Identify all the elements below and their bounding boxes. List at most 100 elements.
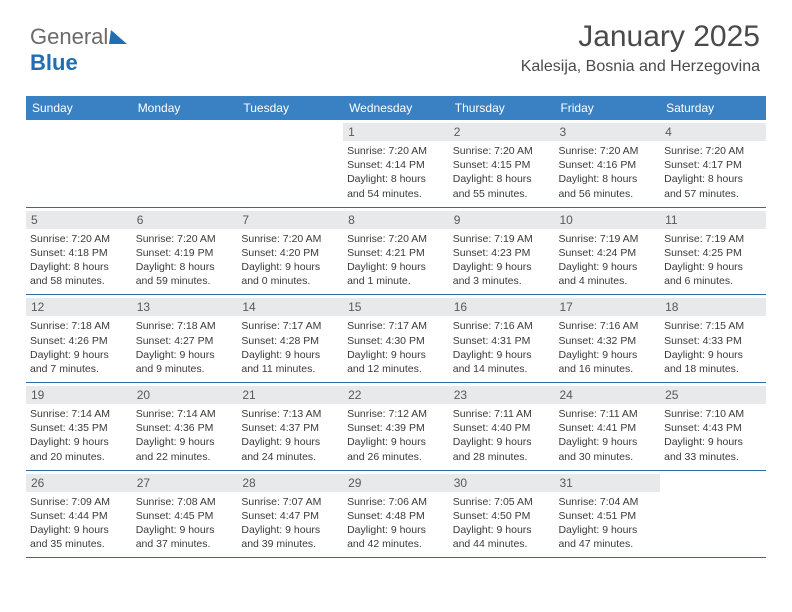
weekday-header: Thursday xyxy=(449,96,555,120)
day-cell: 18Sunrise: 7:15 AMSunset: 4:33 PMDayligh… xyxy=(660,295,766,382)
daylight-line2: and 4 minutes. xyxy=(558,274,656,288)
sunrise-text: Sunrise: 7:17 AM xyxy=(241,319,339,333)
day-cell: 26Sunrise: 7:09 AMSunset: 4:44 PMDayligh… xyxy=(26,471,132,558)
day-number: 20 xyxy=(132,386,238,404)
day-info: Sunrise: 7:20 AMSunset: 4:14 PMDaylight:… xyxy=(347,144,445,201)
weekday-header: Sunday xyxy=(26,96,132,120)
daylight-line2: and 30 minutes. xyxy=(558,450,656,464)
daylight-line2: and 47 minutes. xyxy=(558,537,656,551)
daylight-line2: and 57 minutes. xyxy=(664,187,762,201)
weekday-header-row: SundayMondayTuesdayWednesdayThursdayFrid… xyxy=(26,96,766,120)
sunrise-text: Sunrise: 7:16 AM xyxy=(453,319,551,333)
daylight-line1: Daylight: 8 hours xyxy=(136,260,234,274)
daylight-line2: and 28 minutes. xyxy=(453,450,551,464)
day-number: 29 xyxy=(343,474,449,492)
day-cell xyxy=(26,120,132,207)
day-info: Sunrise: 7:19 AMSunset: 4:23 PMDaylight:… xyxy=(453,232,551,289)
sunrise-text: Sunrise: 7:07 AM xyxy=(241,495,339,509)
day-number: 14 xyxy=(237,298,343,316)
day-info: Sunrise: 7:14 AMSunset: 4:35 PMDaylight:… xyxy=(30,407,128,464)
day-number: 21 xyxy=(237,386,343,404)
day-cell: 24Sunrise: 7:11 AMSunset: 4:41 PMDayligh… xyxy=(554,383,660,470)
day-number: 4 xyxy=(660,123,766,141)
day-cell: 28Sunrise: 7:07 AMSunset: 4:47 PMDayligh… xyxy=(237,471,343,558)
day-cell: 22Sunrise: 7:12 AMSunset: 4:39 PMDayligh… xyxy=(343,383,449,470)
weekday-header: Saturday xyxy=(660,96,766,120)
daylight-line2: and 24 minutes. xyxy=(241,450,339,464)
daylight-line1: Daylight: 9 hours xyxy=(453,523,551,537)
sunset-text: Sunset: 4:18 PM xyxy=(30,246,128,260)
sunset-text: Sunset: 4:39 PM xyxy=(347,421,445,435)
sunset-text: Sunset: 4:17 PM xyxy=(664,158,762,172)
daylight-line1: Daylight: 8 hours xyxy=(558,172,656,186)
daylight-line1: Daylight: 9 hours xyxy=(30,435,128,449)
day-info: Sunrise: 7:10 AMSunset: 4:43 PMDaylight:… xyxy=(664,407,762,464)
day-number: 30 xyxy=(449,474,555,492)
sunrise-text: Sunrise: 7:20 AM xyxy=(453,144,551,158)
sunset-text: Sunset: 4:28 PM xyxy=(241,334,339,348)
daylight-line2: and 58 minutes. xyxy=(30,274,128,288)
sunrise-text: Sunrise: 7:06 AM xyxy=(347,495,445,509)
sunset-text: Sunset: 4:21 PM xyxy=(347,246,445,260)
sunrise-text: Sunrise: 7:12 AM xyxy=(347,407,445,421)
daylight-line1: Daylight: 8 hours xyxy=(347,172,445,186)
day-info: Sunrise: 7:04 AMSunset: 4:51 PMDaylight:… xyxy=(558,495,656,552)
day-number: 8 xyxy=(343,211,449,229)
daylight-line2: and 42 minutes. xyxy=(347,537,445,551)
day-number: 26 xyxy=(26,474,132,492)
day-cell: 6Sunrise: 7:20 AMSunset: 4:19 PMDaylight… xyxy=(132,208,238,295)
sunrise-text: Sunrise: 7:14 AM xyxy=(136,407,234,421)
day-info: Sunrise: 7:17 AMSunset: 4:30 PMDaylight:… xyxy=(347,319,445,376)
day-cell: 12Sunrise: 7:18 AMSunset: 4:26 PMDayligh… xyxy=(26,295,132,382)
day-info: Sunrise: 7:16 AMSunset: 4:31 PMDaylight:… xyxy=(453,319,551,376)
daylight-line1: Daylight: 9 hours xyxy=(453,348,551,362)
day-cell: 16Sunrise: 7:16 AMSunset: 4:31 PMDayligh… xyxy=(449,295,555,382)
sunrise-text: Sunrise: 7:04 AM xyxy=(558,495,656,509)
sunrise-text: Sunrise: 7:15 AM xyxy=(664,319,762,333)
day-number xyxy=(26,123,132,141)
daylight-line2: and 33 minutes. xyxy=(664,450,762,464)
sunset-text: Sunset: 4:40 PM xyxy=(453,421,551,435)
sunrise-text: Sunrise: 7:20 AM xyxy=(347,232,445,246)
day-number: 19 xyxy=(26,386,132,404)
day-cell: 8 Sunrise: 7:20 AMSunset: 4:21 PMDaylight… xyxy=(343,208,449,295)
day-info: Sunrise: 7:17 AMSunset: 4:28 PMDaylight:… xyxy=(241,319,339,376)
day-cell: 2Sunrise: 7:20 AMSunset: 4:15 PMDaylight… xyxy=(449,120,555,207)
sunrise-text: Sunrise: 7:20 AM xyxy=(347,144,445,158)
day-cell: 29Sunrise: 7:06 AMSunset: 4:48 PMDayligh… xyxy=(343,471,449,558)
daylight-line2: and 7 minutes. xyxy=(30,362,128,376)
daylight-line2: and 12 minutes. xyxy=(347,362,445,376)
day-cell: 27Sunrise: 7:08 AMSunset: 4:45 PMDayligh… xyxy=(132,471,238,558)
day-number: 9 xyxy=(449,211,555,229)
day-cell: 4Sunrise: 7:20 AMSunset: 4:17 PMDaylight… xyxy=(660,120,766,207)
weekday-header: Wednesday xyxy=(343,96,449,120)
calendar-grid: SundayMondayTuesdayWednesdayThursdayFrid… xyxy=(26,96,766,558)
sunset-text: Sunset: 4:35 PM xyxy=(30,421,128,435)
day-info: Sunrise: 7:05 AMSunset: 4:50 PMDaylight:… xyxy=(453,495,551,552)
sunrise-text: Sunrise: 7:20 AM xyxy=(136,232,234,246)
day-number xyxy=(237,123,343,141)
daylight-line2: and 14 minutes. xyxy=(453,362,551,376)
sunrise-text: Sunrise: 7:20 AM xyxy=(241,232,339,246)
week-row: 26Sunrise: 7:09 AMSunset: 4:44 PMDayligh… xyxy=(26,471,766,559)
daylight-line2: and 44 minutes. xyxy=(453,537,551,551)
sunset-text: Sunset: 4:45 PM xyxy=(136,509,234,523)
day-info: Sunrise: 7:20 AMSunset: 4:21 PMDaylight:… xyxy=(347,232,445,289)
daylight-line1: Daylight: 8 hours xyxy=(30,260,128,274)
brand-part2: Blue xyxy=(30,50,78,75)
week-row: 1Sunrise: 7:20 AMSunset: 4:14 PMDaylight… xyxy=(26,120,766,208)
day-number: 5 xyxy=(26,211,132,229)
sunrise-text: Sunrise: 7:17 AM xyxy=(347,319,445,333)
day-info: Sunrise: 7:20 AMSunset: 4:19 PMDaylight:… xyxy=(136,232,234,289)
sunrise-text: Sunrise: 7:20 AM xyxy=(558,144,656,158)
daylight-line1: Daylight: 9 hours xyxy=(664,435,762,449)
day-number: 2 xyxy=(449,123,555,141)
day-cell: 5Sunrise: 7:20 AMSunset: 4:18 PMDaylight… xyxy=(26,208,132,295)
day-cell xyxy=(237,120,343,207)
daylight-line2: and 3 minutes. xyxy=(453,274,551,288)
sunrise-text: Sunrise: 7:14 AM xyxy=(30,407,128,421)
day-info: Sunrise: 7:14 AMSunset: 4:36 PMDaylight:… xyxy=(136,407,234,464)
sunset-text: Sunset: 4:36 PM xyxy=(136,421,234,435)
sunset-text: Sunset: 4:27 PM xyxy=(136,334,234,348)
daylight-line2: and 39 minutes. xyxy=(241,537,339,551)
